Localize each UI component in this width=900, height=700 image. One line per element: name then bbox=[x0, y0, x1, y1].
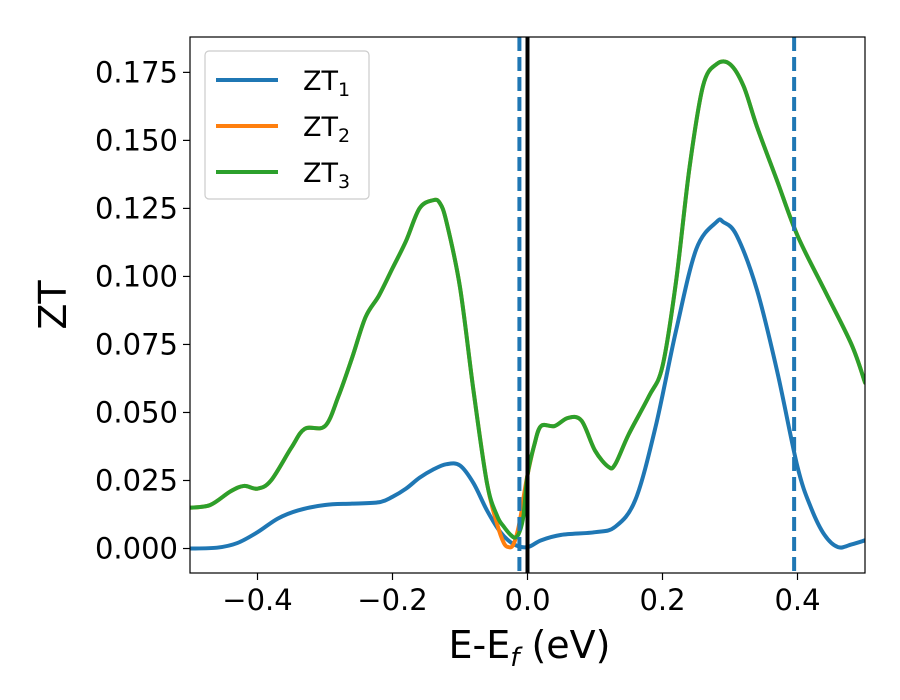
y-tick-label: 0.125 bbox=[95, 191, 178, 225]
y-tick-label: 0.075 bbox=[95, 327, 178, 361]
y-tick-label: 0.100 bbox=[95, 259, 178, 293]
x-axis-title: E-Ef (eV) bbox=[449, 623, 611, 673]
series-line-zt3 bbox=[190, 59, 865, 540]
reference-lines bbox=[517, 37, 797, 573]
x-axis-title-unit: (eV) bbox=[519, 623, 610, 667]
x-axis-title-main: E-E bbox=[449, 623, 511, 667]
x-tick-label: 0.4 bbox=[774, 583, 820, 617]
series-line-zt1 bbox=[190, 217, 865, 551]
axis-ticks: −0.4 −0.2 0.0 0.2 0.4 0.000 0.025 0.050 0.075 0.1… bbox=[95, 55, 821, 617]
y-axis-title: ZT bbox=[31, 280, 75, 330]
legend-label-zt2: ZT2 bbox=[303, 112, 350, 147]
x-tick-label: 0.2 bbox=[639, 583, 685, 617]
x-tick-label: −0.4 bbox=[222, 583, 292, 617]
x-tick-label: −0.2 bbox=[357, 583, 427, 617]
legend-label-zt1: ZT1 bbox=[303, 66, 350, 101]
legend-box bbox=[204, 50, 370, 200]
x-tick-label: 0.0 bbox=[504, 583, 550, 617]
y-tick-label: 0.050 bbox=[95, 395, 178, 429]
series-layer bbox=[190, 59, 865, 551]
legend: ZT1 ZT2 ZT3 bbox=[204, 50, 370, 200]
y-tick-label: 0.150 bbox=[95, 123, 178, 157]
legend-label-zt3: ZT3 bbox=[303, 158, 350, 193]
y-tick-label: 0.175 bbox=[95, 55, 178, 89]
y-tick-label: 0.025 bbox=[95, 463, 178, 497]
y-tick-label: 0.000 bbox=[95, 532, 178, 566]
